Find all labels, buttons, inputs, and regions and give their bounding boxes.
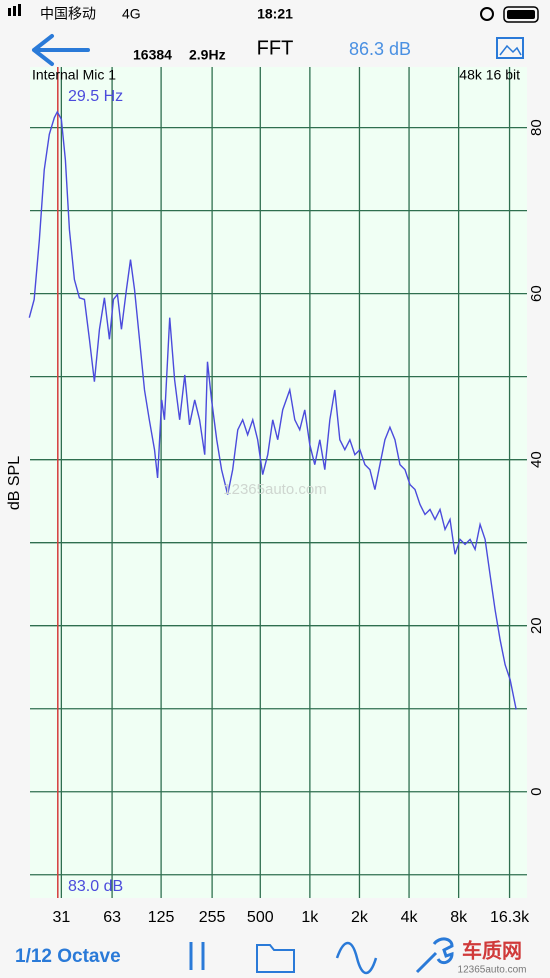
marker-label: 29.5 Hz [68, 88, 123, 105]
y-axis-label: dB SPL [6, 456, 23, 510]
grid [30, 67, 527, 898]
network: 4G [122, 6, 141, 22]
x-tick-label: 31 [52, 909, 70, 926]
spectrum-line [28, 110, 517, 710]
watermark-center: 12365auto.com [223, 481, 326, 498]
watermark-site: 12365auto.com [458, 965, 527, 976]
x-tick-label: 63 [103, 909, 121, 926]
image-icon [496, 37, 524, 59]
readout: 83.0 dB [68, 878, 123, 895]
wave-button[interactable] [335, 941, 378, 975]
plot-area [30, 67, 527, 898]
y-tick-label: 80 [528, 119, 545, 136]
y-tick-label: 60 [528, 285, 545, 302]
fft-size: 16384 [133, 47, 172, 63]
battery-icon [503, 6, 539, 23]
battery-level [507, 10, 535, 19]
level: 86.3 dB [349, 39, 411, 59]
x-tick-label: 255 [199, 909, 226, 926]
signal-icon [13, 6, 16, 16]
signal-icon [8, 8, 11, 16]
toolbar: 16384 2.9Hz FFT 86.3 dB [32, 34, 524, 66]
y-tick-label: 20 [528, 617, 545, 634]
back-button[interactable] [32, 34, 90, 66]
x-tick-label: 8k [450, 909, 468, 926]
pause-button[interactable] [189, 942, 205, 970]
marks [28, 67, 517, 898]
folder-button[interactable] [256, 944, 295, 973]
y-tick-label: 0 [528, 788, 545, 796]
input-name: Internal Mic 1 [32, 67, 116, 83]
x-tick-label: 4k [401, 909, 419, 926]
settings-button[interactable] [415, 937, 454, 974]
format: 48k 16 bit [459, 67, 520, 83]
image-button[interactable] [496, 37, 524, 59]
octave-button[interactable]: 1/12 Octave [15, 946, 121, 967]
x-tick-label: 125 [148, 909, 175, 926]
carrier: 中国移动 [40, 6, 96, 22]
title: FFT [257, 37, 294, 59]
x-tick-label: 2k [351, 909, 369, 926]
x-tick-label: 1k [301, 909, 319, 926]
signal-icon [18, 4, 21, 16]
resolution: 2.9Hz [189, 47, 226, 63]
clock: 18:21 [257, 6, 293, 22]
x-tick-label: 500 [247, 909, 274, 926]
x-tick-label: 16.3k [490, 909, 530, 926]
alarm-icon [480, 7, 494, 21]
watermark-brand: 车质网 [462, 938, 522, 962]
image-icon-glyph [499, 44, 522, 56]
y-tick-label: 40 [528, 451, 545, 468]
